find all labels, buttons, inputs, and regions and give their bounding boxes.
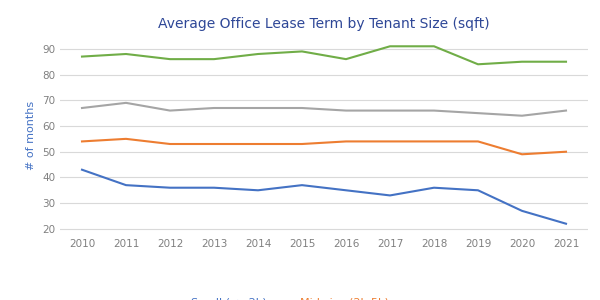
Y-axis label: # of months: # of months xyxy=(26,100,37,169)
Title: Average Office Lease Term by Tenant Size (sqft): Average Office Lease Term by Tenant Size… xyxy=(158,17,490,31)
Legend: Small (<=2k), Mid-size (2k-5k): Small (<=2k), Mid-size (2k-5k) xyxy=(170,293,394,300)
